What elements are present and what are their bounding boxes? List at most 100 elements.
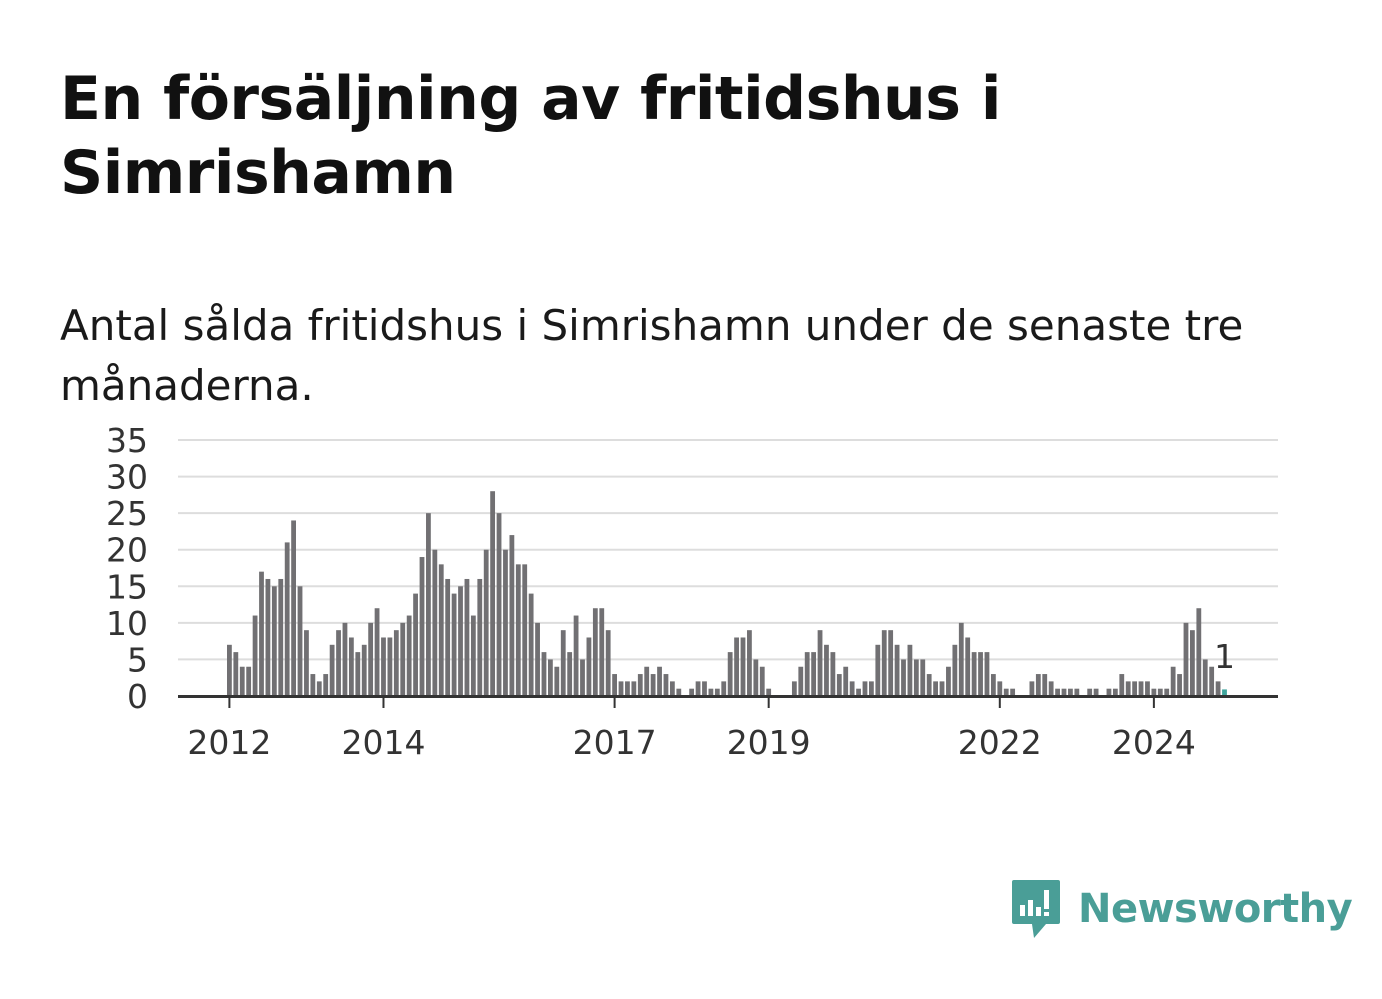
bar [721, 681, 727, 696]
bar [567, 652, 573, 696]
bar [1125, 681, 1131, 696]
bar [811, 652, 817, 696]
bar [451, 593, 457, 696]
bar [1055, 688, 1060, 696]
x-tick-label: 2012 [187, 723, 271, 762]
bar [477, 578, 483, 696]
bar [490, 491, 496, 696]
x-tick-label: 2022 [958, 723, 1042, 762]
bar [509, 535, 515, 696]
bar [239, 666, 245, 696]
bar [1093, 688, 1099, 696]
bar [573, 615, 579, 696]
y-tick-label: 10 [106, 604, 148, 643]
y-tick-label: 30 [106, 458, 148, 497]
x-tick-label: 2014 [341, 723, 425, 762]
annotations: 1 [1214, 637, 1235, 676]
bar [259, 571, 264, 696]
bar [727, 652, 733, 696]
bar [323, 674, 329, 696]
bar [470, 615, 476, 696]
bar [458, 586, 463, 696]
y-tick-label: 5 [127, 640, 148, 679]
bar [426, 513, 431, 696]
bar [804, 652, 810, 696]
bar [445, 578, 451, 696]
bar [997, 681, 1003, 696]
bar [464, 578, 470, 696]
bar [881, 630, 887, 696]
bar [432, 549, 438, 696]
bar [933, 681, 938, 696]
bar [663, 674, 669, 696]
bar [528, 593, 534, 696]
bar [316, 681, 322, 696]
bar [907, 644, 913, 696]
bar [342, 622, 348, 696]
bar [1042, 674, 1048, 696]
bar [1164, 688, 1170, 696]
bar [747, 630, 752, 696]
bar [368, 622, 374, 696]
bar [843, 666, 849, 696]
bar [849, 681, 855, 696]
bar [406, 615, 412, 696]
bar [586, 637, 592, 696]
y-tick-label: 0 [127, 677, 148, 716]
bar [625, 681, 630, 696]
bar [984, 652, 990, 696]
bar [1157, 688, 1163, 696]
bar [862, 681, 868, 696]
bar [888, 630, 894, 696]
bar [618, 681, 624, 696]
bar [1035, 674, 1041, 696]
bars [227, 491, 1227, 696]
highlight-value-label: 1 [1214, 637, 1235, 676]
bar [637, 674, 643, 696]
chart-title: En försäljning av fritidshus i Simrisham… [60, 64, 1001, 208]
bar [939, 681, 945, 696]
logo-text: Newsworthy [1078, 886, 1353, 932]
bar [798, 666, 804, 696]
bar [1048, 681, 1054, 696]
bar [381, 637, 386, 696]
bar [708, 688, 714, 696]
bar [1177, 674, 1182, 696]
bar [496, 513, 502, 696]
bar [554, 666, 560, 696]
bar [592, 608, 598, 696]
bar [483, 549, 489, 696]
bar [689, 688, 695, 696]
bar [522, 564, 528, 696]
x-tick-label: 2019 [727, 723, 811, 762]
bar [740, 637, 746, 696]
bar [361, 644, 367, 696]
bar [310, 674, 316, 696]
bar [958, 622, 964, 696]
bar [913, 659, 919, 696]
bar [631, 681, 637, 696]
chart-subtitle: Antal sålda fritidshus i Simrishamn unde… [60, 301, 1244, 410]
bar [413, 593, 418, 696]
bar [901, 659, 906, 696]
bar [271, 586, 277, 696]
y-tick-label: 15 [106, 567, 148, 606]
bar [336, 630, 341, 696]
bar [946, 666, 951, 696]
bar [1061, 688, 1067, 696]
bar [990, 674, 996, 696]
bar [650, 674, 656, 696]
bar [227, 644, 232, 696]
x-tick-label: 2024 [1112, 723, 1196, 762]
bar [926, 674, 932, 696]
bar [714, 688, 720, 696]
bar [265, 578, 271, 696]
bar [676, 688, 682, 696]
bar [246, 666, 252, 696]
bar [1183, 622, 1189, 696]
bar [1138, 681, 1144, 696]
bar [978, 652, 983, 696]
bar [971, 652, 977, 696]
bar [791, 681, 797, 696]
bar [657, 666, 662, 696]
